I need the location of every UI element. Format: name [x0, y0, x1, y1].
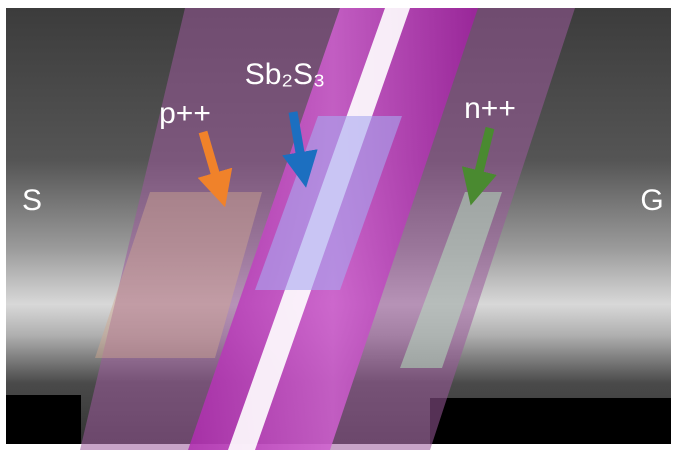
- gate-label: G: [640, 184, 663, 217]
- left-electrode-edge: [6, 395, 81, 444]
- right-electrode-edge: [430, 398, 671, 444]
- n-label: n++: [464, 92, 516, 125]
- source-label: S: [22, 184, 42, 217]
- page: {"labels": {"source": "S", "gate": "G", …: [0, 0, 677, 450]
- channel-label: Sb₂S₃: [245, 58, 326, 91]
- device-illustration: S G p++ Sb₂S₃ n++: [0, 0, 677, 450]
- p-label: p++: [159, 97, 211, 130]
